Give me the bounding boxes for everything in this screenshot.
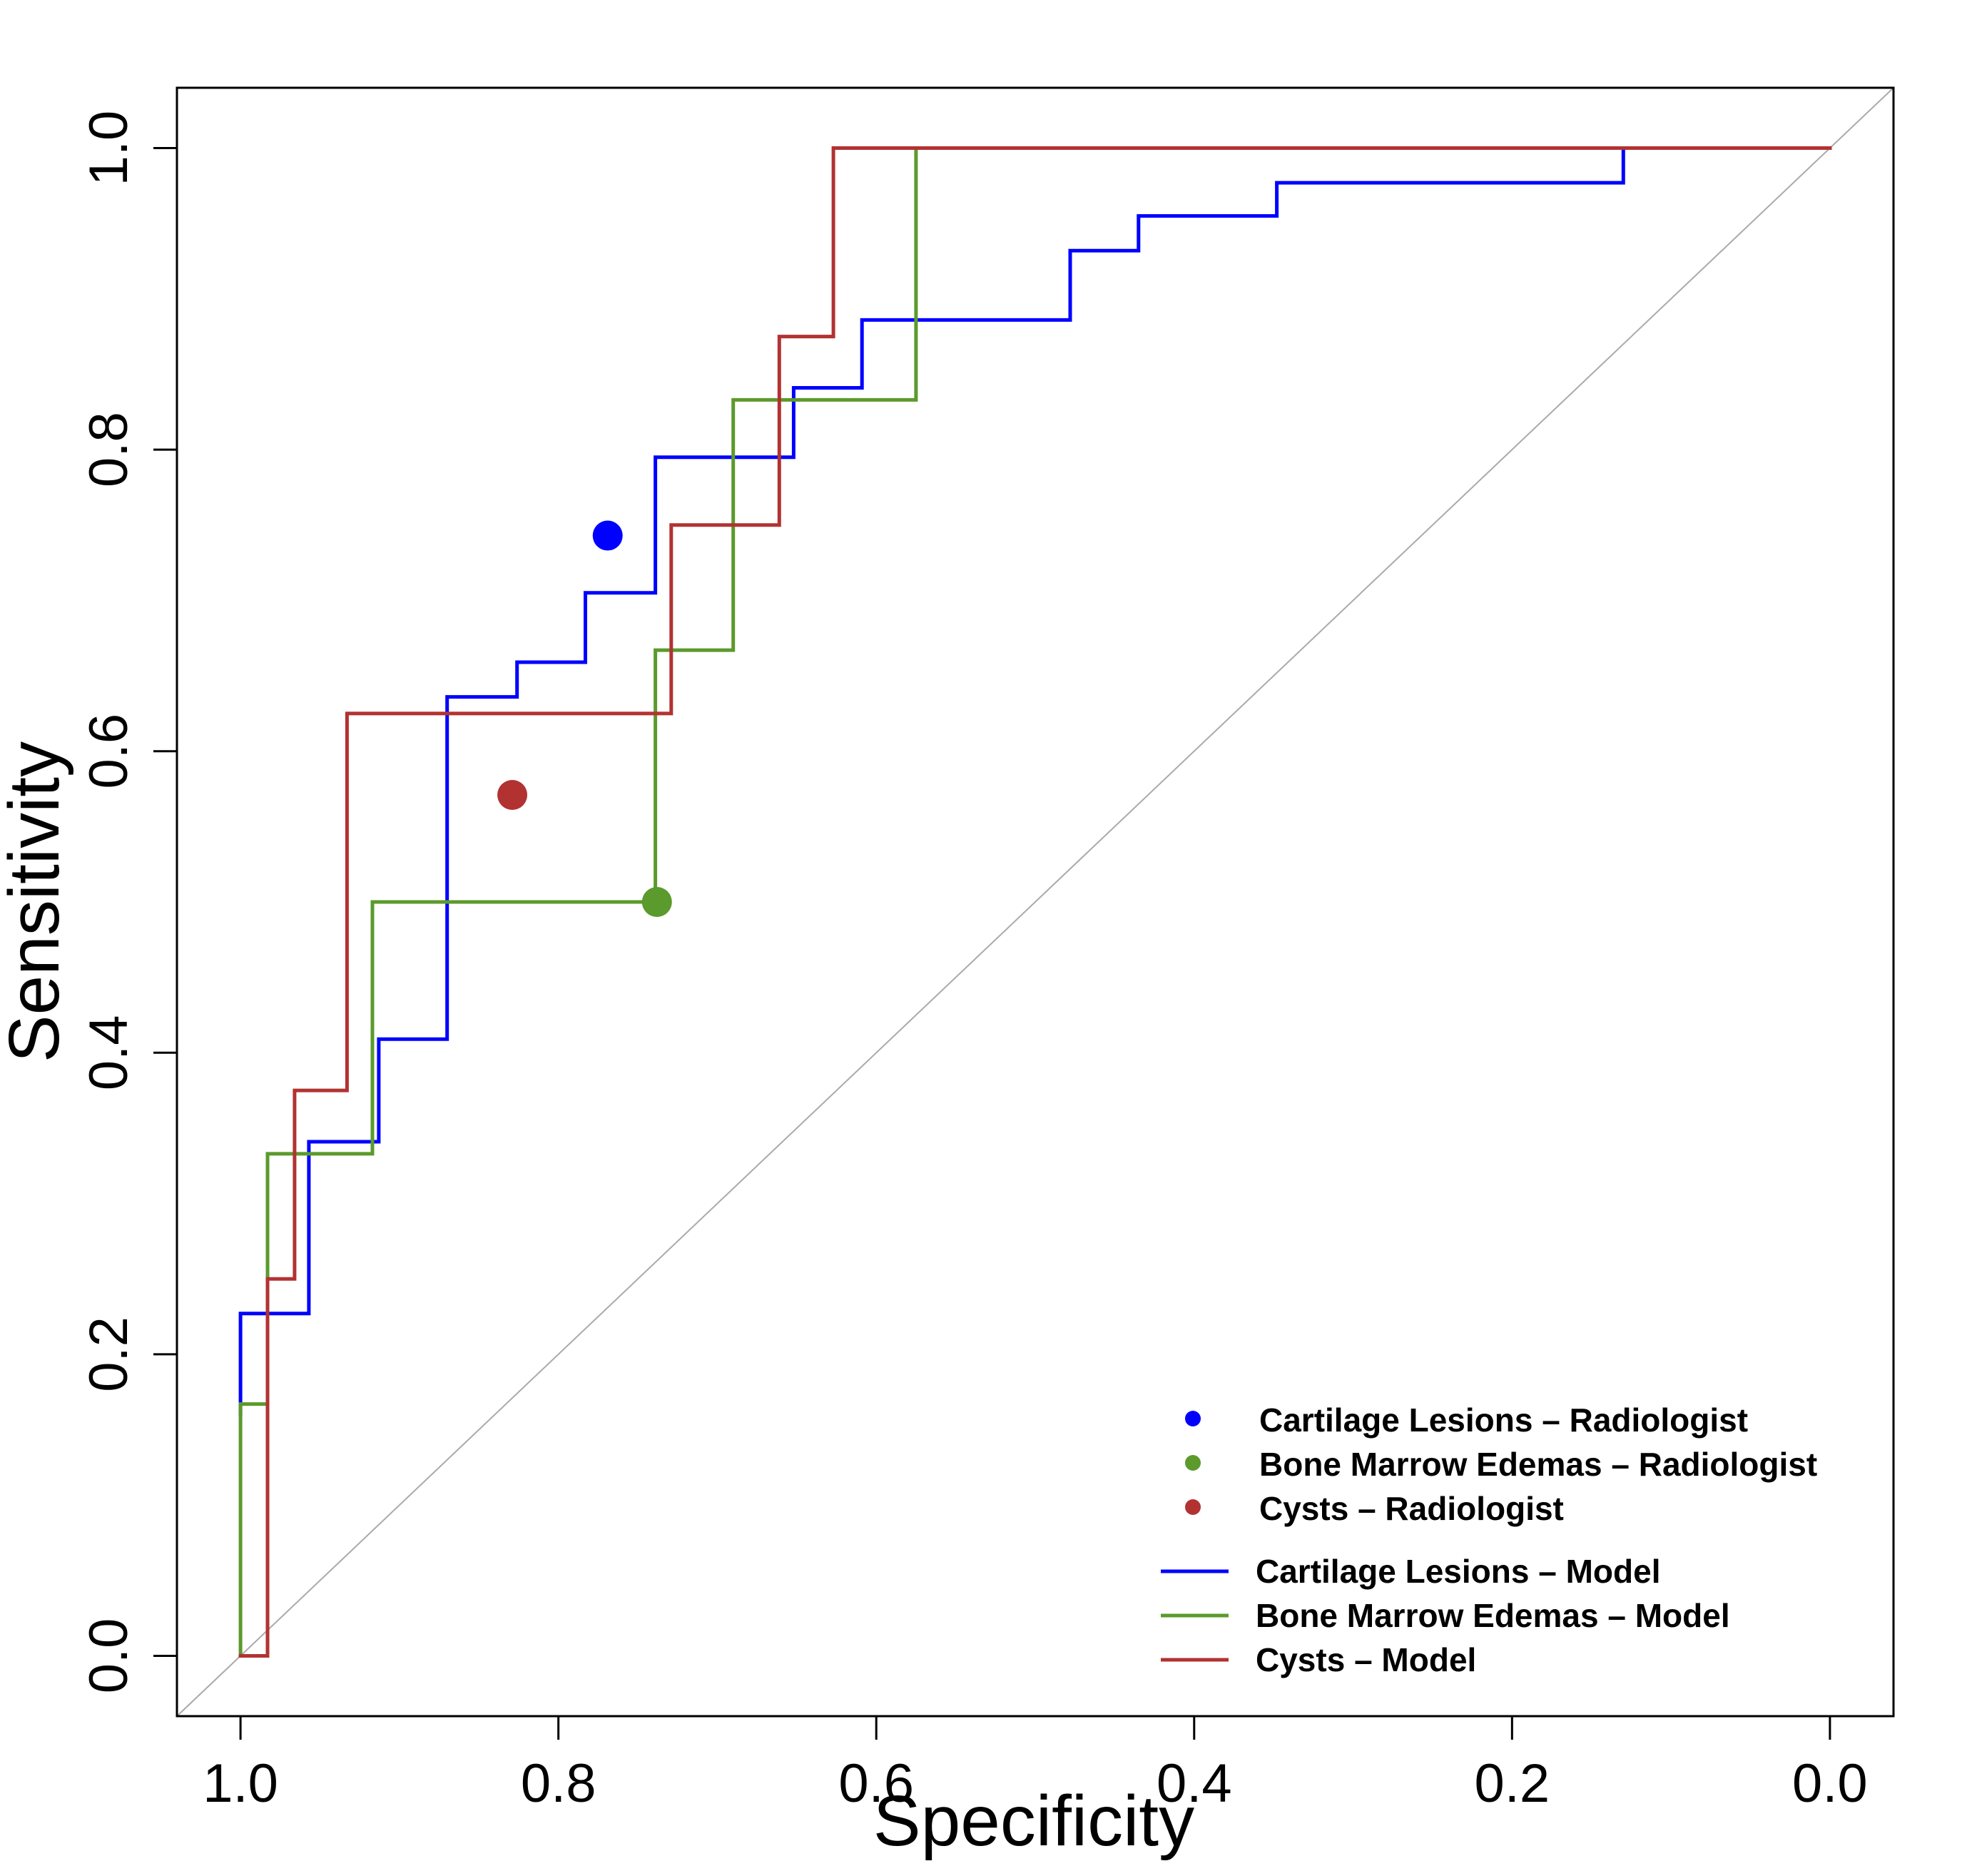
legend-point-label-0: Cartilage Lesions – Radiologist [1259, 1401, 1748, 1439]
y-tick-label-4: 0.8 [78, 412, 139, 487]
reference-line-layer [176, 87, 1894, 1717]
x-tick-label-0: 1.0 [203, 1753, 278, 1814]
legend-line-label-1: Bone Marrow Edemas – Model [1256, 1597, 1730, 1634]
roc-series-0 [238, 146, 1832, 1416]
legend-point-label-1: Bone Marrow Edemas – Radiologist [1259, 1446, 1817, 1483]
legend: Cartilage Lesions – Radiologist Bone Marr… [1161, 1401, 1817, 1678]
radiologist-point-2 [497, 779, 528, 810]
x-tick-label-1: 0.8 [521, 1753, 596, 1814]
y-tick-label-0: 0.0 [78, 1618, 139, 1694]
reference-diagonal-line [176, 87, 1894, 1717]
legend-point-swatch-1 [1185, 1455, 1201, 1471]
x-tick-label-5: 0.0 [1792, 1753, 1868, 1814]
y-tick-label-3: 0.6 [78, 714, 139, 789]
radiologist-point-0 [592, 520, 623, 551]
legend-point-label-2: Cysts – Radiologist [1259, 1490, 1564, 1527]
y-tick-label-1: 0.2 [78, 1317, 139, 1392]
y-axis-title: Sensitivity [0, 741, 74, 1063]
legend-point-swatch-2 [1185, 1499, 1201, 1515]
y-axis: 0.0 0.2 0.4 0.6 0.8 1.0 [78, 111, 178, 1694]
legend-line-label-0: Cartilage Lesions – Model [1256, 1553, 1660, 1590]
roc-series-2 [238, 146, 1832, 1658]
x-axis: 1.0 0.8 0.6 0.4 0.2 0.0 [203, 1715, 1868, 1814]
points-layer [497, 520, 672, 917]
x-tick-label-4: 0.2 [1475, 1753, 1550, 1814]
x-tick-label-3: 0.4 [1157, 1753, 1232, 1814]
y-tick-label-5: 1.0 [78, 111, 139, 186]
y-tick-label-2: 0.4 [78, 1015, 139, 1090]
legend-point-swatch-0 [1185, 1411, 1201, 1426]
legend-line-label-2: Cysts – Model [1256, 1641, 1476, 1678]
x-axis-title: Specificity [873, 1781, 1194, 1861]
radiologist-point-1 [641, 887, 672, 917]
x-tick-label-2: 0.6 [838, 1753, 914, 1814]
